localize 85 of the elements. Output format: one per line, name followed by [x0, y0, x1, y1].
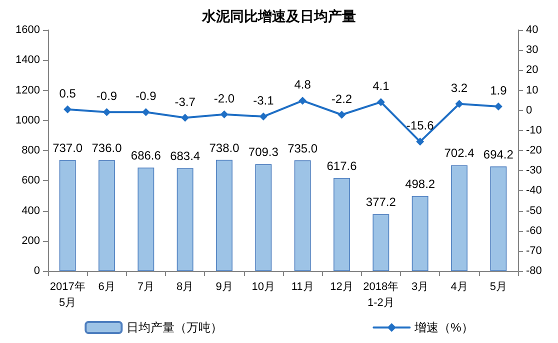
x-tick-label: 9月 [216, 281, 233, 293]
y2-tick-label: -50 [526, 204, 542, 217]
bar [294, 160, 311, 271]
bar [451, 165, 468, 271]
data-label: -2.0 [214, 91, 235, 106]
data-label: 702.4 [444, 146, 475, 160]
y2-tick-label: -70 [526, 244, 542, 257]
y2-tick-label: -60 [526, 224, 542, 237]
y-tick-label: 800 [22, 144, 40, 156]
y-tick-label: 600 [22, 174, 40, 187]
bar [98, 160, 115, 271]
point [494, 102, 502, 111]
x-tick-label: 11月 [291, 281, 314, 293]
y-tick-label: 200 [22, 234, 40, 247]
point [64, 105, 72, 114]
y2-tick-label: 40 [526, 24, 538, 36]
data-label: 3.2 [450, 80, 468, 95]
data-label: 377.2 [366, 195, 396, 210]
bar [59, 160, 76, 271]
data-label: -15.6 [406, 118, 434, 133]
point [298, 96, 307, 105]
y-tick-label: 1000 [16, 114, 40, 126]
data-label: -0.9 [136, 89, 157, 104]
data-label: 738.0 [209, 140, 240, 155]
bar [490, 166, 507, 271]
legend-label: 增速（%） [414, 320, 474, 334]
y2-tick-label: 20 [526, 64, 538, 76]
data-label: 4.8 [294, 78, 312, 92]
point [376, 98, 385, 106]
point [220, 110, 228, 118]
y2-tick-label: 10 [526, 84, 538, 96]
x-tick-label: 12月 [330, 281, 354, 293]
data-label: 4.1 [372, 79, 390, 94]
y2-tick-label: -20 [526, 144, 542, 156]
bar [216, 160, 232, 271]
chart-title: 水泥同比增速及日均产量 [201, 8, 356, 24]
point [142, 108, 150, 116]
data-label: 709.3 [248, 145, 279, 160]
x-tick-label: 8月 [176, 281, 194, 293]
bar [176, 168, 194, 271]
bar [412, 196, 428, 271]
point [338, 110, 346, 119]
data-label: 617.6 [326, 158, 358, 173]
x-tick-label: 2017年 5月 [50, 281, 86, 309]
y-tick-label: 400 [22, 204, 40, 217]
x-tick-label: 3月 [412, 281, 429, 293]
y-tick-label: 1200 [16, 84, 40, 96]
data-label: 686.6 [130, 148, 162, 163]
y-tick-label: 0 [34, 265, 40, 277]
x-tick-label: 5月 [490, 281, 507, 293]
y2-tick-label: -80 [526, 265, 542, 277]
y-tick-label: 1600 [16, 24, 40, 36]
y2-tick-label: -40 [526, 184, 542, 197]
y2-tick-label: -10 [526, 124, 542, 136]
bar [372, 214, 390, 271]
y2-tick-label: -30 [526, 164, 542, 177]
point [181, 114, 190, 122]
data-label: -3.7 [174, 94, 196, 109]
bar [334, 178, 350, 271]
data-label: 735.0 [288, 141, 318, 156]
x-tick-label: 6月 [98, 281, 116, 293]
data-label: 498.2 [405, 176, 436, 191]
y-tick-label: 1400 [16, 54, 40, 66]
data-label: 683.4 [170, 149, 200, 164]
data-label: -2.2 [331, 92, 352, 106]
legend-label: 日均产量（万吨） [126, 320, 223, 334]
data-label: 736.0 [92, 141, 122, 156]
x-tick-label: 7月 [137, 281, 154, 293]
x-tick-label: 10月 [252, 281, 276, 293]
x-tick-label: 2018年 1-2月 [363, 281, 399, 309]
bar [138, 168, 154, 271]
data-label: -3.1 [253, 94, 274, 108]
bar [255, 164, 272, 271]
data-label: 694.2 [483, 147, 514, 162]
point [416, 138, 424, 146]
point [102, 108, 111, 116]
y2-tick-label: 30 [526, 44, 538, 56]
x-tick-label: 4月 [450, 281, 468, 293]
y2-tick-label: 0 [526, 104, 532, 116]
data-label: 1.9 [490, 84, 508, 98]
point [455, 100, 464, 108]
point [259, 112, 268, 121]
data-label: 737.0 [52, 140, 83, 155]
data-label: 0.5 [59, 86, 76, 100]
data-label: -0.9 [96, 89, 118, 104]
